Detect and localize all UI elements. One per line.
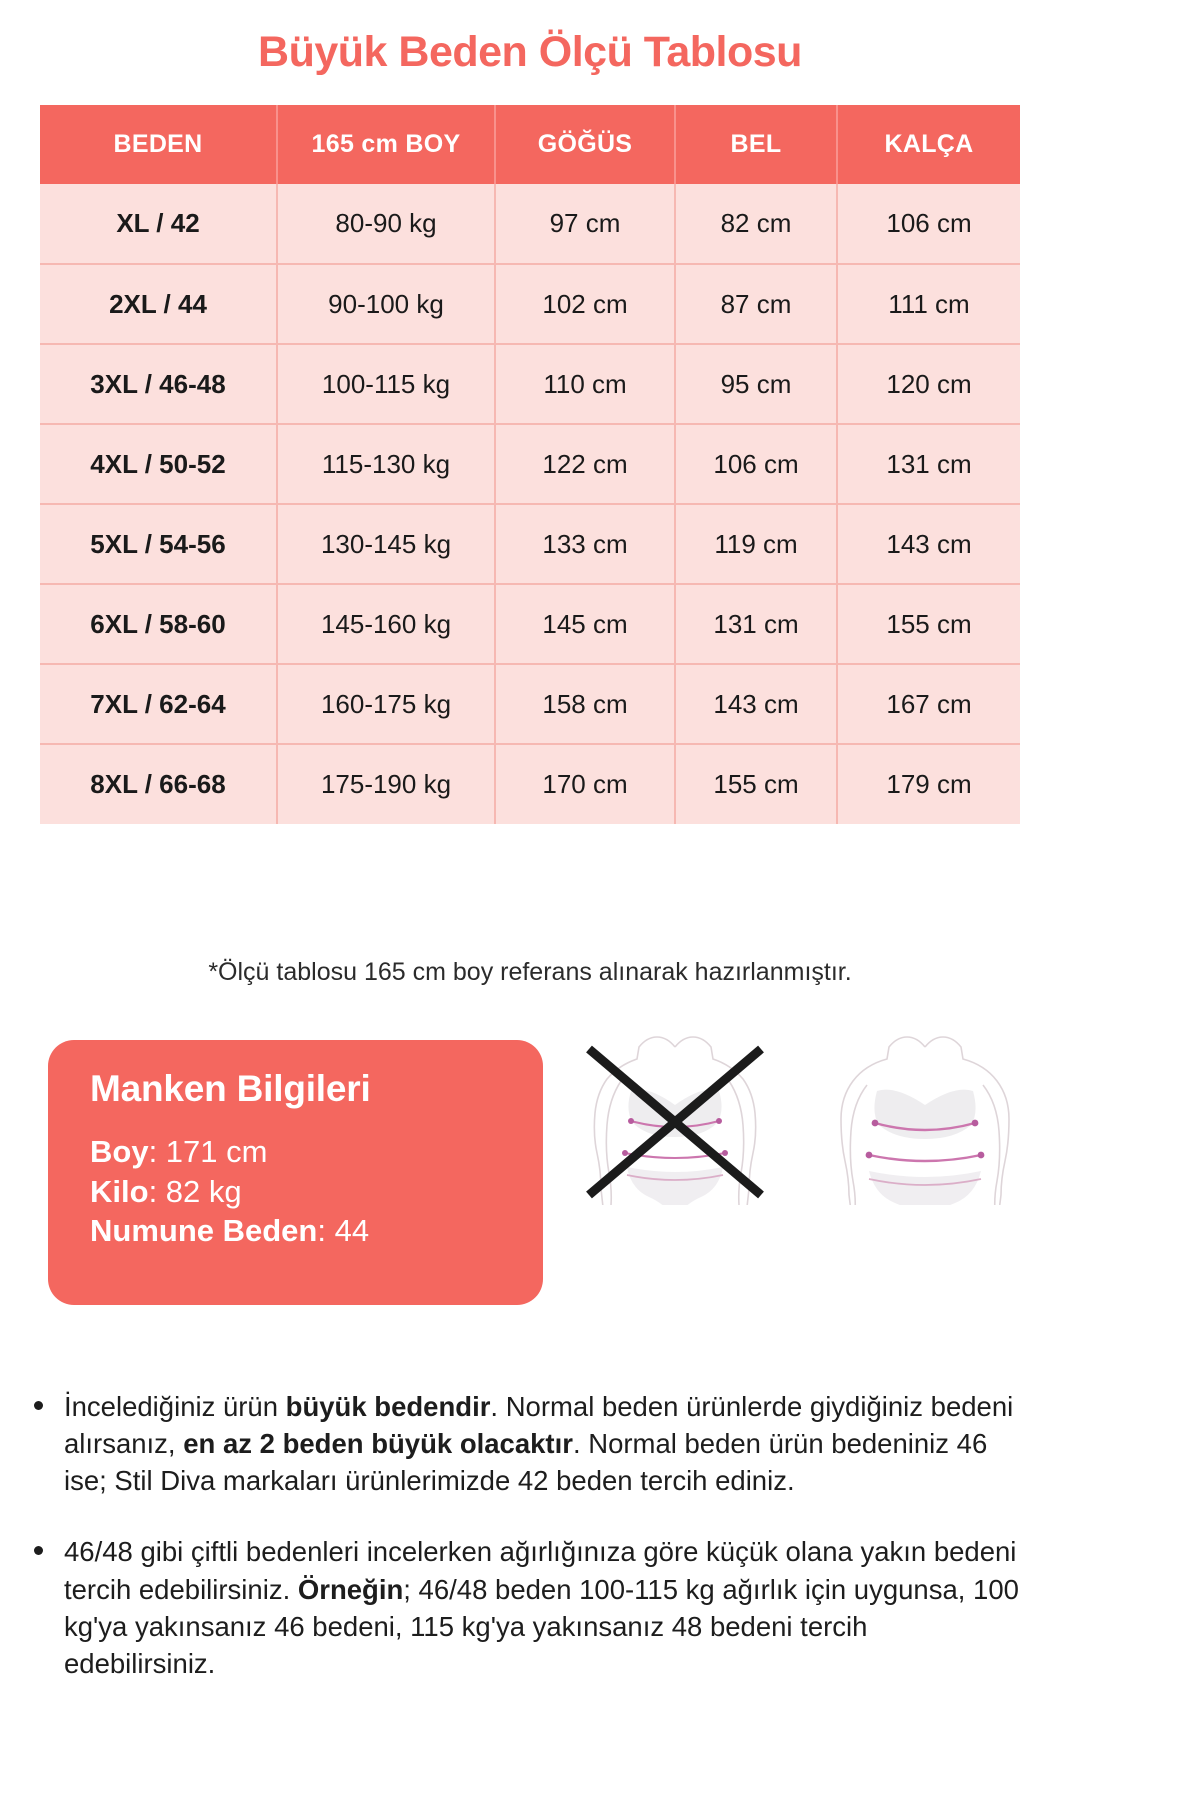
table-row: 3XL / 46-48 100-115 kg 110 cm 95 cm 120 …	[40, 343, 1020, 424]
cell-boy: 175-190 kg	[277, 743, 496, 824]
cell-kalca: 143 cm	[837, 503, 1020, 584]
notes-list: İncelediğiniz ürün büyük bedendir. Norma…	[22, 1388, 1022, 1716]
table-row: 4XL / 50-52 115-130 kg 122 cm 106 cm 131…	[40, 423, 1020, 504]
note-text-part2: . Normal beden ürünlerde giydiğiniz bede…	[64, 1391, 1014, 1460]
note-text-part2: ; 46/48 beden 100-115 kg ağırlık için uy…	[64, 1573, 1019, 1679]
model-sample-size-line: Numune Beden: 44	[90, 1211, 543, 1251]
cell-beden: 2XL / 44	[40, 263, 278, 344]
table-row: 6XL / 58-60 145-160 kg 145 cm 131 cm 155…	[40, 583, 1020, 664]
cell-gogus: 97 cm	[495, 184, 676, 264]
table-row: XL / 42 80-90 kg 97 cm 82 cm 106 cm	[40, 184, 1020, 264]
cell-beden: 3XL / 46-48	[40, 343, 278, 424]
cell-kalca: 167 cm	[837, 663, 1020, 744]
note-text-bold1: Örneğin	[297, 1573, 404, 1605]
cell-bel: 106 cm	[675, 423, 838, 504]
model-info-heading: Manken Bilgileri	[90, 1068, 371, 1109]
cell-gogus: 170 cm	[495, 743, 676, 824]
note-text-bold2: en az 2 beden büyük olacaktır	[183, 1428, 573, 1460]
correct-measurement-figure	[840, 1036, 1010, 1205]
cell-bel: 155 cm	[675, 743, 838, 824]
cell-bel: 82 cm	[675, 184, 838, 264]
cell-gogus: 102 cm	[495, 263, 676, 344]
measurement-figures	[575, 1035, 1035, 1205]
bullet-icon	[34, 1401, 43, 1410]
column-header-gogus: GÖĞÜS	[495, 105, 676, 184]
cell-bel: 143 cm	[675, 663, 838, 744]
model-sample-size-value: : 44	[317, 1213, 370, 1249]
column-header-beden: BEDEN	[40, 105, 278, 184]
note-text-bold1: büyük bedendir	[285, 1391, 491, 1422]
cell-bel: 95 cm	[675, 343, 838, 424]
table-row: 8XL / 66-68 175-190 kg 170 cm 155 cm 179…	[40, 743, 1020, 824]
cell-kalca: 111 cm	[837, 263, 1020, 344]
model-weight-value: : 82 kg	[148, 1173, 242, 1209]
note-text-part1: 46/48 gibi çiftli bedenleri incelerken a…	[64, 1536, 1017, 1605]
cell-boy: 130-145 kg	[277, 503, 496, 584]
cell-beden: 4XL / 50-52	[40, 423, 278, 504]
cell-gogus: 110 cm	[495, 343, 676, 424]
cell-kalca: 120 cm	[837, 343, 1020, 424]
column-header-boy: 165 cm BOY	[277, 105, 496, 184]
table-header-row: BEDEN 165 cm BOY GÖĞÜS BEL KALÇA	[40, 105, 1020, 184]
cell-boy: 100-115 kg	[277, 343, 496, 424]
cell-kalca: 155 cm	[837, 583, 1020, 664]
cell-gogus: 145 cm	[495, 583, 676, 664]
model-height-label: Boy	[90, 1134, 149, 1169]
note-text-part3: . Normal beden ürün bedeniniz 46 ise; St…	[64, 1428, 988, 1497]
column-header-bel: BEL	[675, 105, 838, 184]
model-sample-size-label: Numune Beden	[90, 1213, 318, 1249]
cell-boy: 160-175 kg	[277, 663, 496, 744]
note-text-part1: İncelediğiniz ürün	[64, 1391, 286, 1422]
model-weight-line: Kilo: 82 kg	[90, 1172, 543, 1212]
cell-bel: 87 cm	[675, 263, 838, 344]
column-header-kalca: KALÇA	[837, 105, 1020, 184]
cell-beden: 5XL / 54-56	[40, 503, 278, 584]
cell-beden: 7XL / 62-64	[40, 663, 278, 744]
cell-kalca: 106 cm	[837, 184, 1020, 264]
page-title: Büyük Beden Ölçü Tablosu	[258, 28, 802, 76]
list-item: İncelediğiniz ürün büyük bedendir. Norma…	[22, 1388, 1022, 1499]
cell-boy: 80-90 kg	[277, 184, 496, 264]
model-height-line: Boy: 171 cm	[90, 1132, 543, 1172]
size-chart-table: BEDEN 165 cm BOY GÖĞÜS BEL KALÇA XL / 42…	[40, 105, 1020, 824]
model-info-card: Manken Bilgileri Boy: 171 cm Kilo: 82 kg…	[48, 1040, 543, 1305]
table-row: 7XL / 62-64 160-175 kg 158 cm 143 cm 167…	[40, 663, 1020, 744]
cell-gogus: 133 cm	[495, 503, 676, 584]
cell-gogus: 158 cm	[495, 663, 676, 744]
cell-gogus: 122 cm	[495, 423, 676, 504]
bullet-icon	[34, 1546, 43, 1556]
cell-bel: 119 cm	[675, 503, 838, 584]
table-footnote: *Ölçü tablosu 165 cm boy referans alınar…	[208, 958, 852, 986]
model-weight-label: Kilo	[90, 1173, 149, 1209]
cell-beden: XL / 42	[40, 184, 278, 264]
cell-boy: 145-160 kg	[277, 583, 496, 664]
cross-mark-icon	[586, 1045, 764, 1199]
list-item: 46/48 gibi çiftli bedenleri incelerken a…	[22, 1533, 1022, 1682]
table-row: 5XL / 54-56 130-145 kg 133 cm 119 cm 143…	[40, 503, 1020, 584]
model-height-value: : 171 cm	[148, 1134, 268, 1169]
cell-bel: 131 cm	[675, 583, 838, 664]
cell-kalca: 179 cm	[837, 743, 1020, 824]
cell-boy: 115-130 kg	[277, 423, 496, 504]
table-row: 2XL / 44 90-100 kg 102 cm 87 cm 111 cm	[40, 263, 1020, 344]
cell-boy: 90-100 kg	[277, 263, 496, 344]
cell-beden: 8XL / 66-68	[40, 743, 278, 824]
cell-beden: 6XL / 58-60	[40, 583, 278, 664]
cell-kalca: 131 cm	[837, 423, 1020, 504]
